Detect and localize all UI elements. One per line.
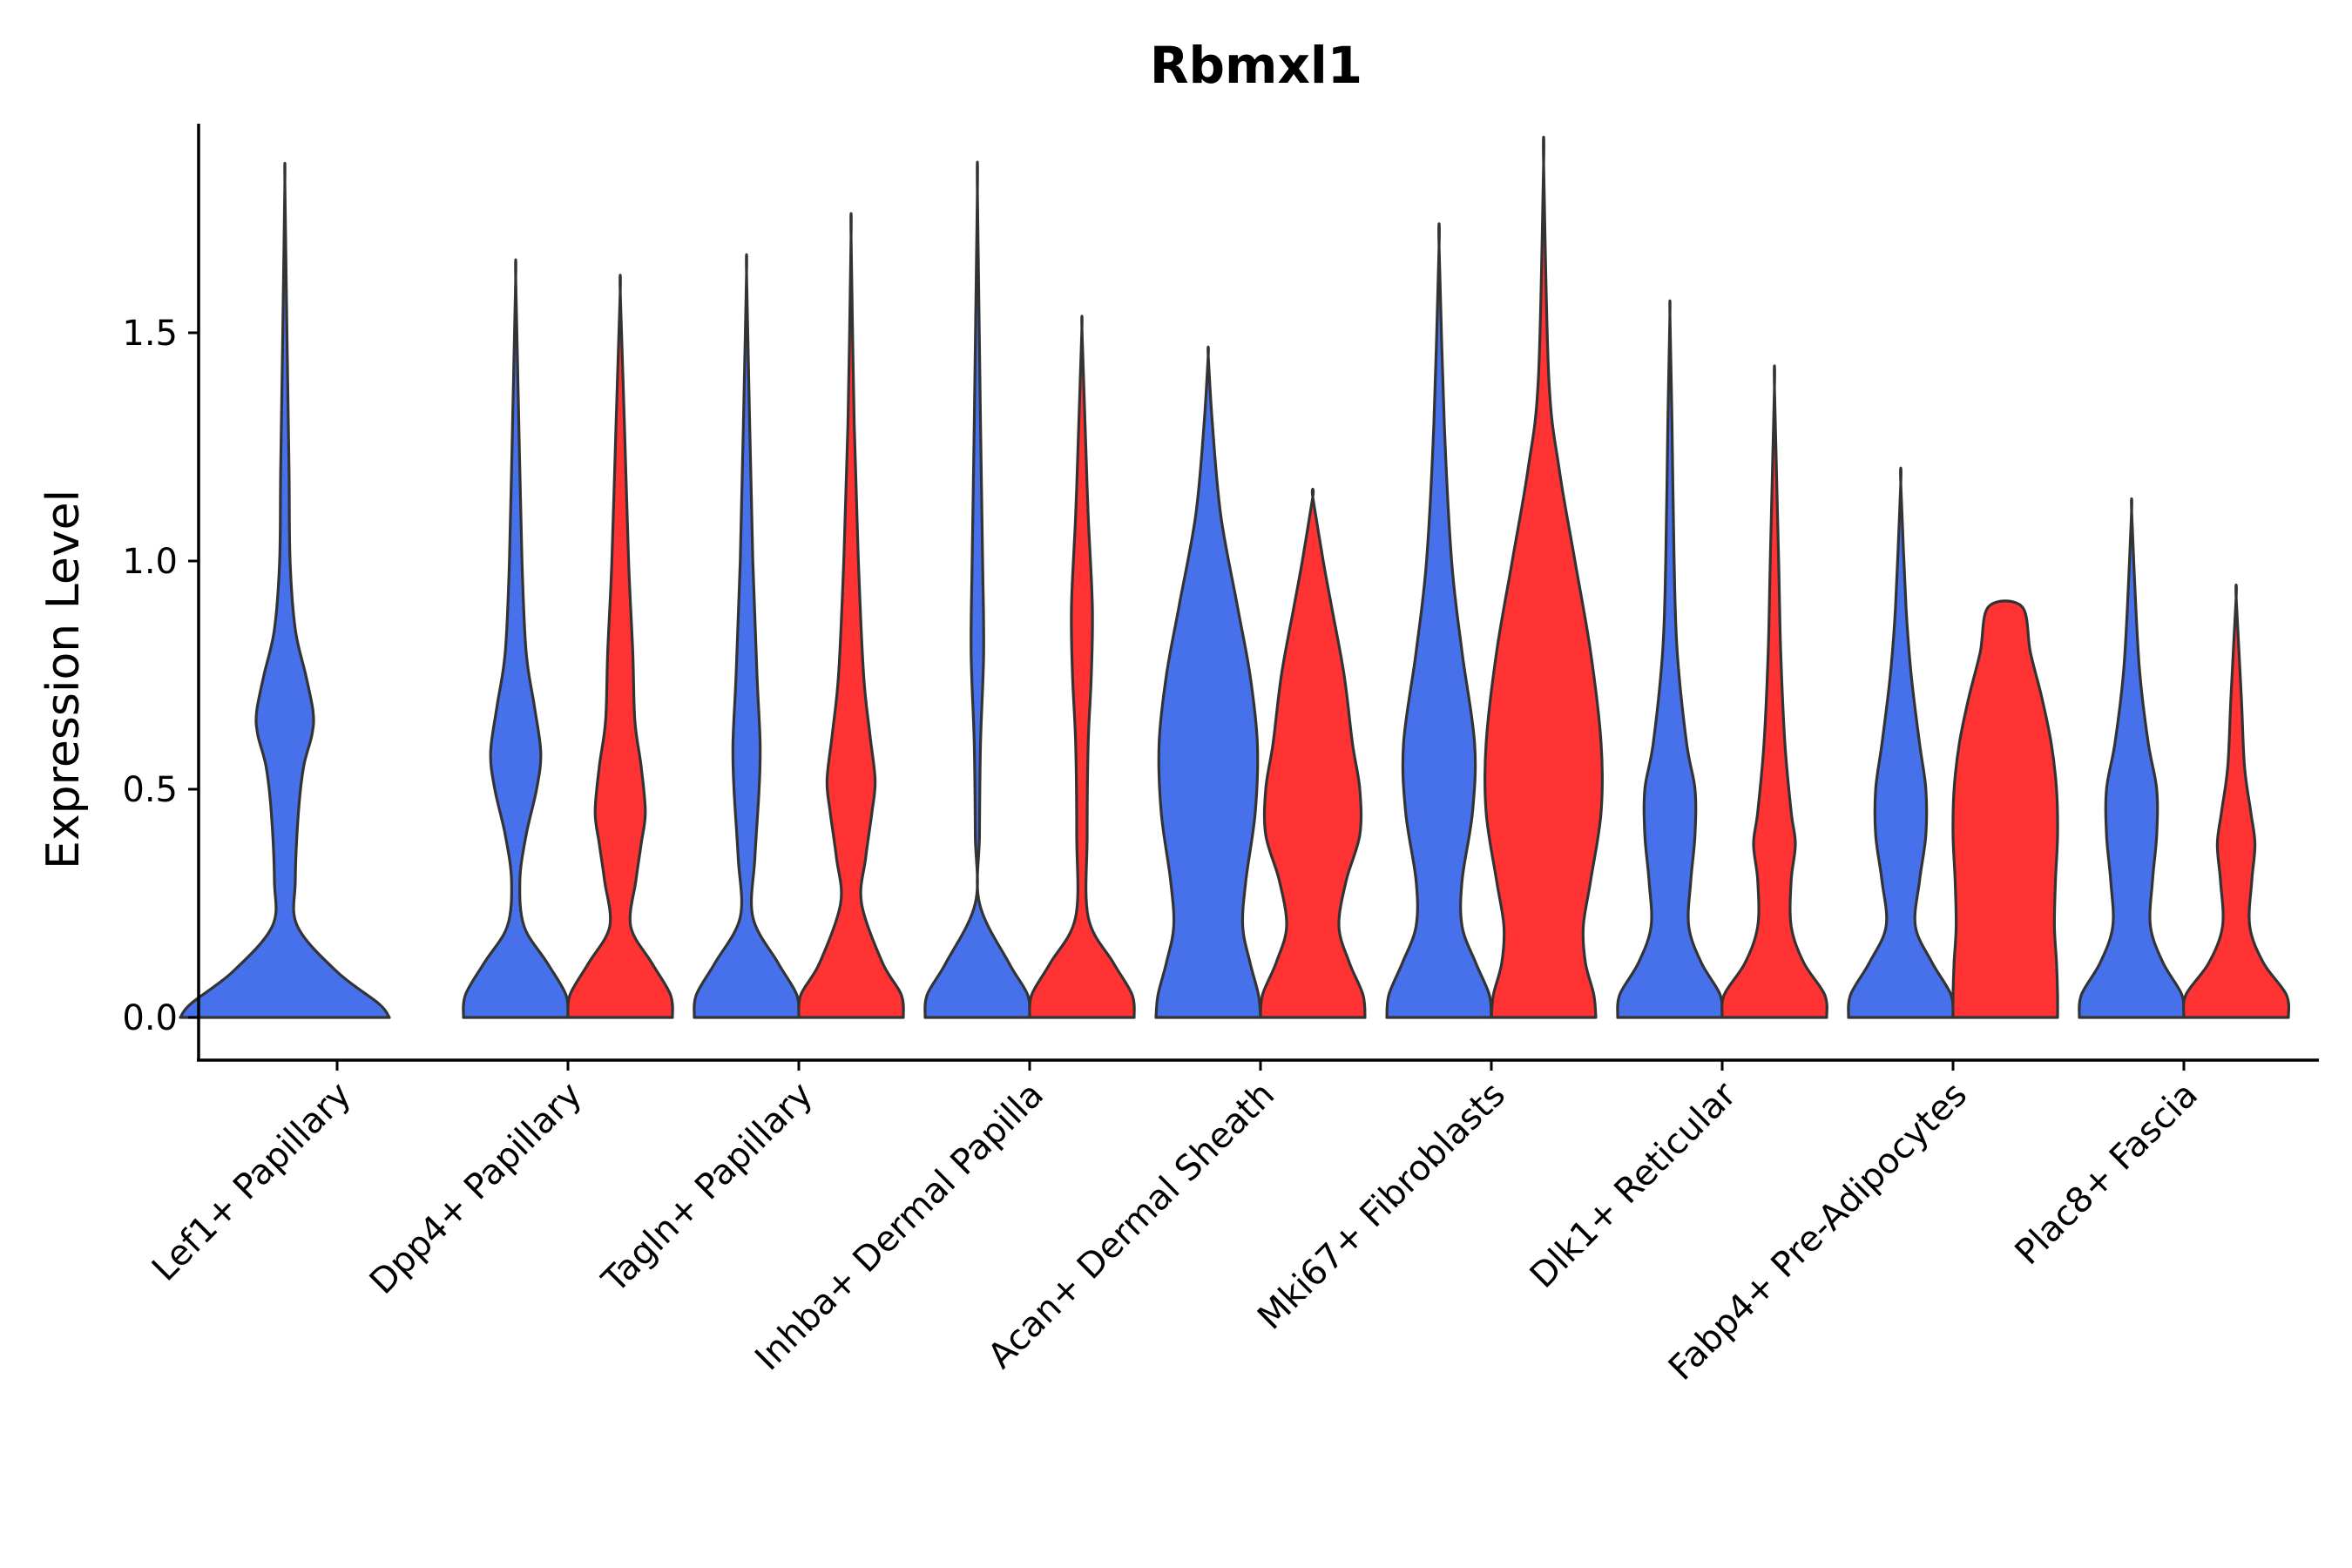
violin-group (179, 135, 2291, 1019)
violin-group-1 (1385, 222, 1493, 1019)
violin-group-1 (1154, 345, 1262, 1019)
violin-group-2 (1028, 314, 1136, 1019)
violin-group-2 (2181, 583, 2291, 1019)
y-tick-label: 0.5 (122, 770, 178, 810)
x-tick-label: Lef1+ Papillary (145, 1075, 359, 1289)
violin-group-2 (797, 212, 905, 1019)
x-tick-label: Dpp4+ Papillary (362, 1075, 590, 1302)
x-tick-label: Dlk1+ Reticular (1523, 1074, 1745, 1296)
violin-group-2 (1720, 364, 1828, 1019)
y-tick-label: 0.0 (122, 998, 178, 1038)
violin-group-1 (462, 258, 570, 1019)
x-ticks: Lef1+ Papillary Dpp4+ Papillary Tagln+ Pap… (145, 1060, 2206, 1389)
chart-title: Rbmxl1 (1150, 36, 1362, 95)
axes (197, 124, 2319, 1062)
violin-group-2 (1259, 487, 1367, 1019)
x-tick-label: Mki67+ Fibroblasts (1250, 1075, 1513, 1338)
x-tick-label: Plac8+ Fascia (2008, 1075, 2207, 1274)
y-ticks: 0.0 0.5 1.0 1.5 (122, 314, 199, 1038)
violin-group-2 (1951, 599, 2059, 1019)
x-tick-label: Tagln+ Papillary (594, 1075, 821, 1301)
violin-group-1 (2078, 497, 2186, 1019)
violin-group-1 (923, 160, 1031, 1019)
violin-group-1 (179, 161, 391, 1019)
violin-group-1 (1847, 466, 1955, 1019)
violin-group-1 (693, 253, 801, 1019)
y-axis-label: Expression Level (37, 490, 90, 869)
violin-group-1 (1616, 299, 1724, 1019)
y-tick-label: 1.5 (122, 314, 178, 354)
violin-group-2 (1483, 135, 1605, 1019)
violin-group-2 (566, 274, 674, 1019)
y-tick-label: 1.0 (122, 542, 178, 582)
